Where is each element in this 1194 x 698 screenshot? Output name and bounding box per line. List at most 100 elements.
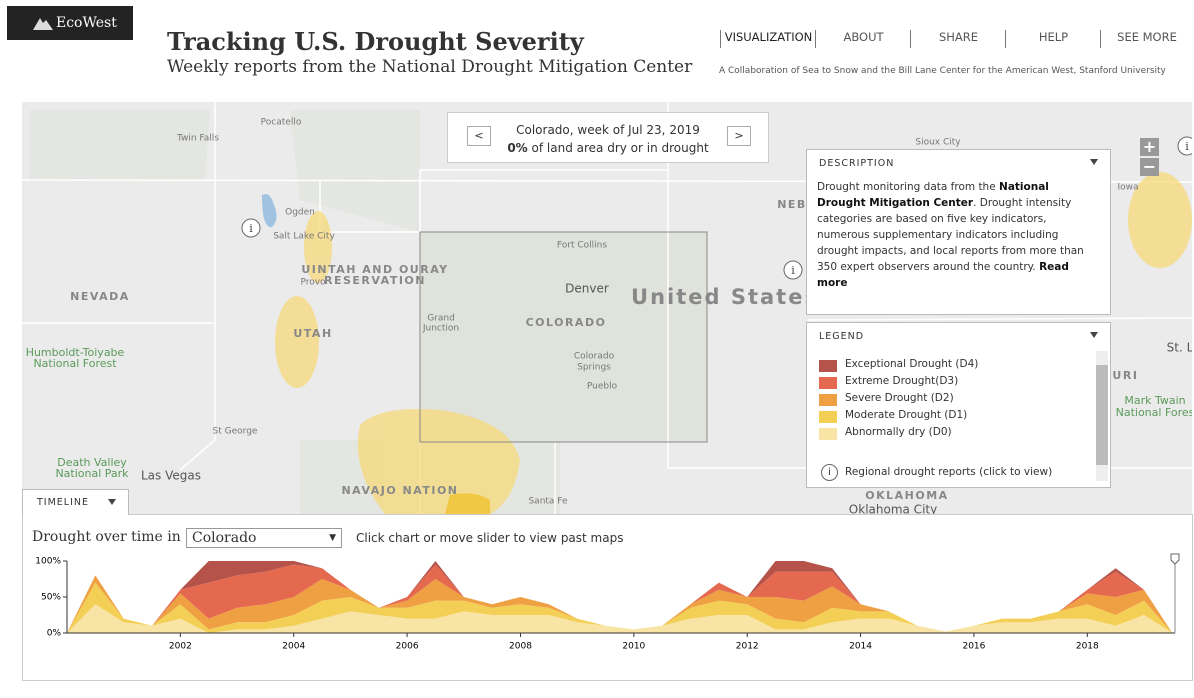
- x-tick-label: 2008: [509, 642, 532, 652]
- text: . Drought intensity categories are based…: [817, 197, 1084, 273]
- map-label: OKLAHOMA: [865, 489, 948, 502]
- map-label: UTAH: [293, 327, 332, 340]
- map-label: Springs: [577, 363, 611, 373]
- x-tick-label: 2006: [396, 642, 419, 652]
- nav-item[interactable]: VISUALIZATION: [720, 30, 816, 48]
- timeline-label: Drought over time in: [32, 529, 181, 545]
- map-label: Pueblo: [587, 382, 618, 392]
- timeline-hint: Click chart or move slider to view past …: [356, 531, 624, 545]
- map-label: Ogden: [285, 208, 315, 218]
- legend-label: Extreme Drought(D3): [845, 375, 959, 387]
- svg-text:i: i: [791, 264, 795, 277]
- nav-item[interactable]: ABOUT: [815, 30, 911, 48]
- x-tick-label: 2014: [849, 642, 872, 652]
- legend-swatch: [819, 377, 837, 389]
- collaboration: A Collaboration of Sea to Snow and the B…: [719, 66, 1166, 76]
- info-box: < > Colorado, week of Jul 23, 2019 0% of…: [447, 112, 769, 163]
- map-label: Sioux City: [915, 138, 961, 148]
- svg-text:i: i: [1185, 140, 1189, 153]
- logo-icon: [33, 18, 53, 30]
- nav-item[interactable]: SEE MORE: [1100, 30, 1193, 48]
- zoom-in[interactable]: +: [1140, 138, 1159, 156]
- map-label: Denver: [565, 282, 609, 296]
- week-label: Colorado, week of Jul 23, 2019: [516, 123, 700, 137]
- map-label: Las Vegas: [141, 469, 201, 483]
- legend-label: Moderate Drought (D1): [845, 409, 968, 421]
- subtitle: Weekly reports from the National Drought…: [167, 57, 693, 77]
- map-label: Provo: [300, 278, 326, 288]
- info-icon[interactable]: i: [821, 464, 838, 481]
- map-label: COLORADO: [526, 316, 607, 329]
- description-panel: DESCRIPTION Drought monitoring data from…: [806, 149, 1111, 315]
- legend-swatch: [819, 360, 837, 372]
- map-label: Death Valley: [57, 456, 127, 469]
- map-label: Fort Collins: [557, 241, 607, 251]
- percent: 0%: [507, 141, 528, 155]
- text: Drought monitoring data from the: [817, 181, 996, 193]
- logo[interactable]: EcoWest: [7, 6, 133, 40]
- x-tick-label: 2012: [736, 642, 759, 652]
- x-tick-label: 2016: [962, 642, 985, 652]
- map-label: UINTAH AND OURAY: [301, 263, 448, 276]
- map-label: RESERVATION: [324, 274, 426, 287]
- map-label: Mark Twain: [1124, 394, 1185, 407]
- map-label: Colorado: [574, 352, 615, 362]
- map-label: NAVAJO NATION: [341, 484, 458, 497]
- region-select[interactable]: Colorado ▼: [186, 528, 342, 548]
- legend-title[interactable]: LEGEND: [807, 323, 1110, 350]
- link[interactable]: National Drought Mitigation Center: [817, 181, 1049, 209]
- map-label: Humboldt-Toiyabe: [26, 346, 125, 359]
- x-tick-label: 2002: [169, 642, 192, 652]
- prev-button[interactable]: <: [467, 126, 491, 146]
- regional-reports[interactable]: Regional drought reports (click to view): [845, 466, 1053, 478]
- map-label: St George: [213, 427, 258, 437]
- slider-handle[interactable]: [1170, 553, 1180, 565]
- map-label: Junction: [422, 324, 459, 334]
- zoom-out[interactable]: −: [1140, 158, 1159, 176]
- description-title[interactable]: DESCRIPTION: [807, 150, 1110, 177]
- nav-item[interactable]: HELP: [1005, 30, 1101, 48]
- area-band: [67, 575, 1173, 633]
- select-value: Colorado: [192, 530, 257, 546]
- legend-swatch: [819, 411, 837, 423]
- map-label: St. L: [1167, 341, 1192, 355]
- legend-swatch: [819, 394, 837, 406]
- y-tick-label: 0%: [47, 629, 62, 639]
- percent-text: of land area dry or in drought: [531, 141, 709, 155]
- x-tick-label: 2018: [1076, 642, 1099, 652]
- area-band: [67, 604, 1173, 633]
- map-label: National Fores: [1116, 406, 1192, 419]
- map-label: National Park: [55, 467, 129, 480]
- legend-label: Abnormally dry (D0): [845, 426, 952, 438]
- x-tick-label: 2004: [282, 642, 305, 652]
- map-label: United States: [631, 285, 819, 309]
- map-label: Oklahoma City: [849, 503, 937, 515]
- map-label: Pocatello: [261, 118, 302, 128]
- legend-label: Severe Drought (D2): [845, 392, 954, 404]
- legend-label: Exceptional Drought (D4): [845, 358, 979, 370]
- map-label: NEVADA: [70, 290, 130, 303]
- scrollbar[interactable]: [1096, 351, 1108, 481]
- nav-item[interactable]: SHARE: [910, 30, 1006, 48]
- map-label: Grand: [427, 314, 455, 324]
- tab-label: TIMELINE: [23, 490, 128, 515]
- map-label: Iowa: [1117, 183, 1138, 193]
- read-more[interactable]: Read more: [817, 261, 1069, 289]
- map-label: Twin Falls: [176, 134, 219, 144]
- map-label: NEB: [777, 198, 807, 211]
- timeline-chart[interactable]: 0% 50% 100% 2002 2004 2006 2008 2010 2012 2014 201…: [22, 550, 1192, 660]
- svg-text:i: i: [249, 222, 253, 235]
- scroll-thumb[interactable]: [1096, 365, 1108, 465]
- legend-swatch: [819, 428, 837, 440]
- y-tick-label: 100%: [35, 557, 61, 567]
- drought-percent: 0% of land area dry or in drought: [498, 141, 718, 155]
- title: Tracking U.S. Drought Severity: [167, 27, 584, 56]
- y-tick-label: 50%: [41, 593, 61, 603]
- x-tick-label: 2010: [622, 642, 645, 652]
- next-button[interactable]: >: [727, 126, 751, 146]
- timeline-tab[interactable]: TIMELINE: [22, 489, 129, 515]
- logo-text: EcoWest: [56, 15, 117, 31]
- description-text: Drought monitoring data from the Nationa…: [807, 177, 1110, 293]
- map-label: Salt Lake City: [273, 232, 335, 242]
